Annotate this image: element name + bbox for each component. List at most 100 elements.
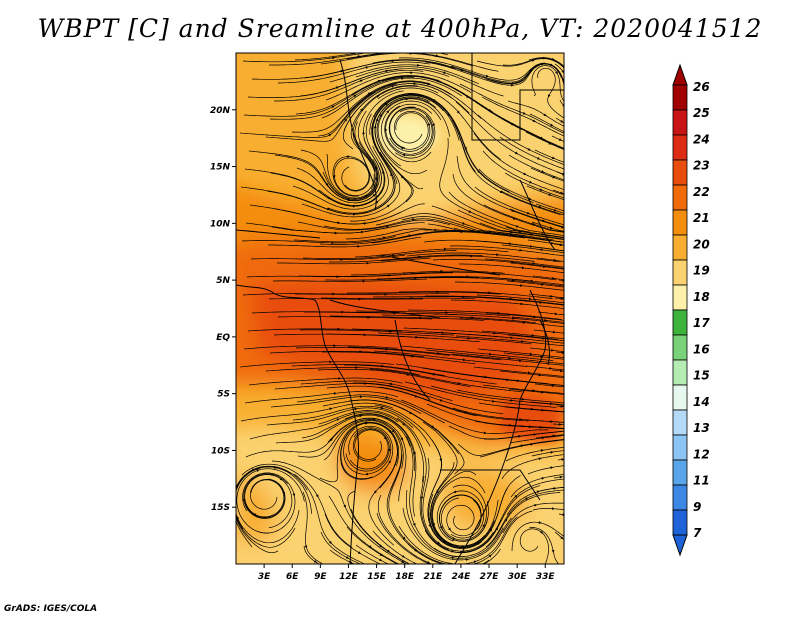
streamline-arrow <box>514 494 518 498</box>
streamline-arrow <box>360 230 364 234</box>
streamline <box>347 291 501 295</box>
streamline <box>385 103 433 155</box>
streamline <box>323 420 402 491</box>
streamline-arrow <box>385 69 389 73</box>
streamline-arrow <box>550 420 554 423</box>
streamline <box>456 389 564 404</box>
streamline <box>373 350 528 367</box>
streamline-arrow <box>402 153 406 157</box>
streamline-arrow <box>362 279 366 283</box>
streamline <box>482 150 564 196</box>
streamline <box>346 526 399 564</box>
streamline-arrow <box>400 175 404 179</box>
streamline <box>558 279 564 281</box>
streamline-arrow <box>332 175 336 179</box>
streamline <box>506 486 564 516</box>
colorbar-swatch <box>672 234 688 261</box>
streamline-arrow <box>549 402 553 406</box>
lon-tick-label: 21E <box>423 572 443 582</box>
streamline <box>504 406 564 413</box>
streamline <box>428 277 564 287</box>
streamline-arrow <box>532 261 536 265</box>
colorbar-swatch <box>672 209 688 236</box>
streamline <box>532 508 564 511</box>
streamline-arrow <box>529 352 533 356</box>
streamline-arrow <box>549 63 554 67</box>
colorbar: 26 25 24 23 22 21 20 19 18 17 16 15 14 13 12 11 9 7 <box>672 63 710 557</box>
colorbar-swatch <box>672 159 688 186</box>
streamline-arrow <box>542 265 546 268</box>
streamline <box>302 250 457 259</box>
streamline-arrow <box>541 408 545 412</box>
streamline <box>427 439 483 549</box>
streamline-arrow <box>384 292 388 296</box>
streamline-arrow <box>521 397 525 401</box>
streamline <box>396 417 449 550</box>
streamline <box>507 334 564 342</box>
streamline <box>291 364 446 377</box>
streamline-arrow <box>551 156 556 160</box>
streamline <box>402 507 512 561</box>
latitude-ticks: 20N 15N 10N 5N EQ 5S 10S 15S <box>210 106 236 513</box>
streamline-arrow <box>419 316 423 320</box>
streamline-arrow <box>522 321 526 324</box>
streamline-arrow <box>551 348 555 352</box>
streamline-arrow <box>533 433 537 436</box>
streamline-arrow <box>386 204 390 208</box>
streamline <box>266 407 414 429</box>
streamline <box>344 413 417 517</box>
streamline-arrow <box>523 172 527 176</box>
streamline <box>433 79 564 150</box>
streamline-arrow <box>549 226 553 230</box>
streamline <box>457 439 564 456</box>
streamline <box>528 293 564 299</box>
streamline <box>342 83 454 150</box>
colorbar-swatch <box>672 284 688 311</box>
streamline <box>321 297 476 300</box>
streamline-arrow <box>541 477 545 480</box>
streamline-arrow <box>492 399 496 403</box>
streamline-arrow <box>344 118 348 122</box>
streamline <box>511 316 564 323</box>
streamline <box>322 110 379 200</box>
streamline <box>424 485 541 554</box>
streamline-arrow <box>528 297 532 301</box>
streamline <box>349 429 389 470</box>
streamline <box>270 396 422 415</box>
streamline-arrow <box>519 417 523 421</box>
streamline <box>377 98 450 167</box>
streamline-arrow <box>345 155 349 158</box>
streamline-arrow <box>547 94 551 98</box>
streamline <box>476 294 564 304</box>
streamline-arrow <box>372 418 377 422</box>
streamline <box>389 107 436 159</box>
streamline-arrow <box>504 518 508 522</box>
streamline <box>302 491 324 564</box>
streamline-arrow <box>560 119 564 123</box>
streamline <box>278 61 430 84</box>
streamline <box>297 219 450 231</box>
streamline <box>511 521 564 552</box>
streamline <box>506 280 564 288</box>
streamline-arrow <box>435 54 439 58</box>
streamline <box>382 314 536 324</box>
streamline-arrow <box>370 125 374 129</box>
lon-tick-label: 15E <box>367 572 387 582</box>
streamline <box>380 100 442 163</box>
streamline-arrow <box>427 123 431 127</box>
grads-credit: GrADS: IGES/COLA <box>4 604 98 614</box>
streamline-arrow <box>555 71 558 75</box>
colorbar-label: 20 <box>693 237 710 251</box>
streamline-arrow <box>541 283 545 286</box>
streamline-arrow <box>488 554 492 558</box>
streamline-arrow <box>304 545 308 549</box>
streamline-arrow <box>511 278 515 282</box>
streamline-arrow <box>514 151 519 155</box>
streamline-arrow <box>534 503 538 507</box>
streamline-arrow <box>375 165 378 170</box>
streamline-arrow <box>363 222 367 225</box>
streamline-arrow <box>551 241 555 245</box>
streamline <box>404 381 557 408</box>
streamline-arrow <box>354 407 358 411</box>
streamline <box>503 352 564 360</box>
